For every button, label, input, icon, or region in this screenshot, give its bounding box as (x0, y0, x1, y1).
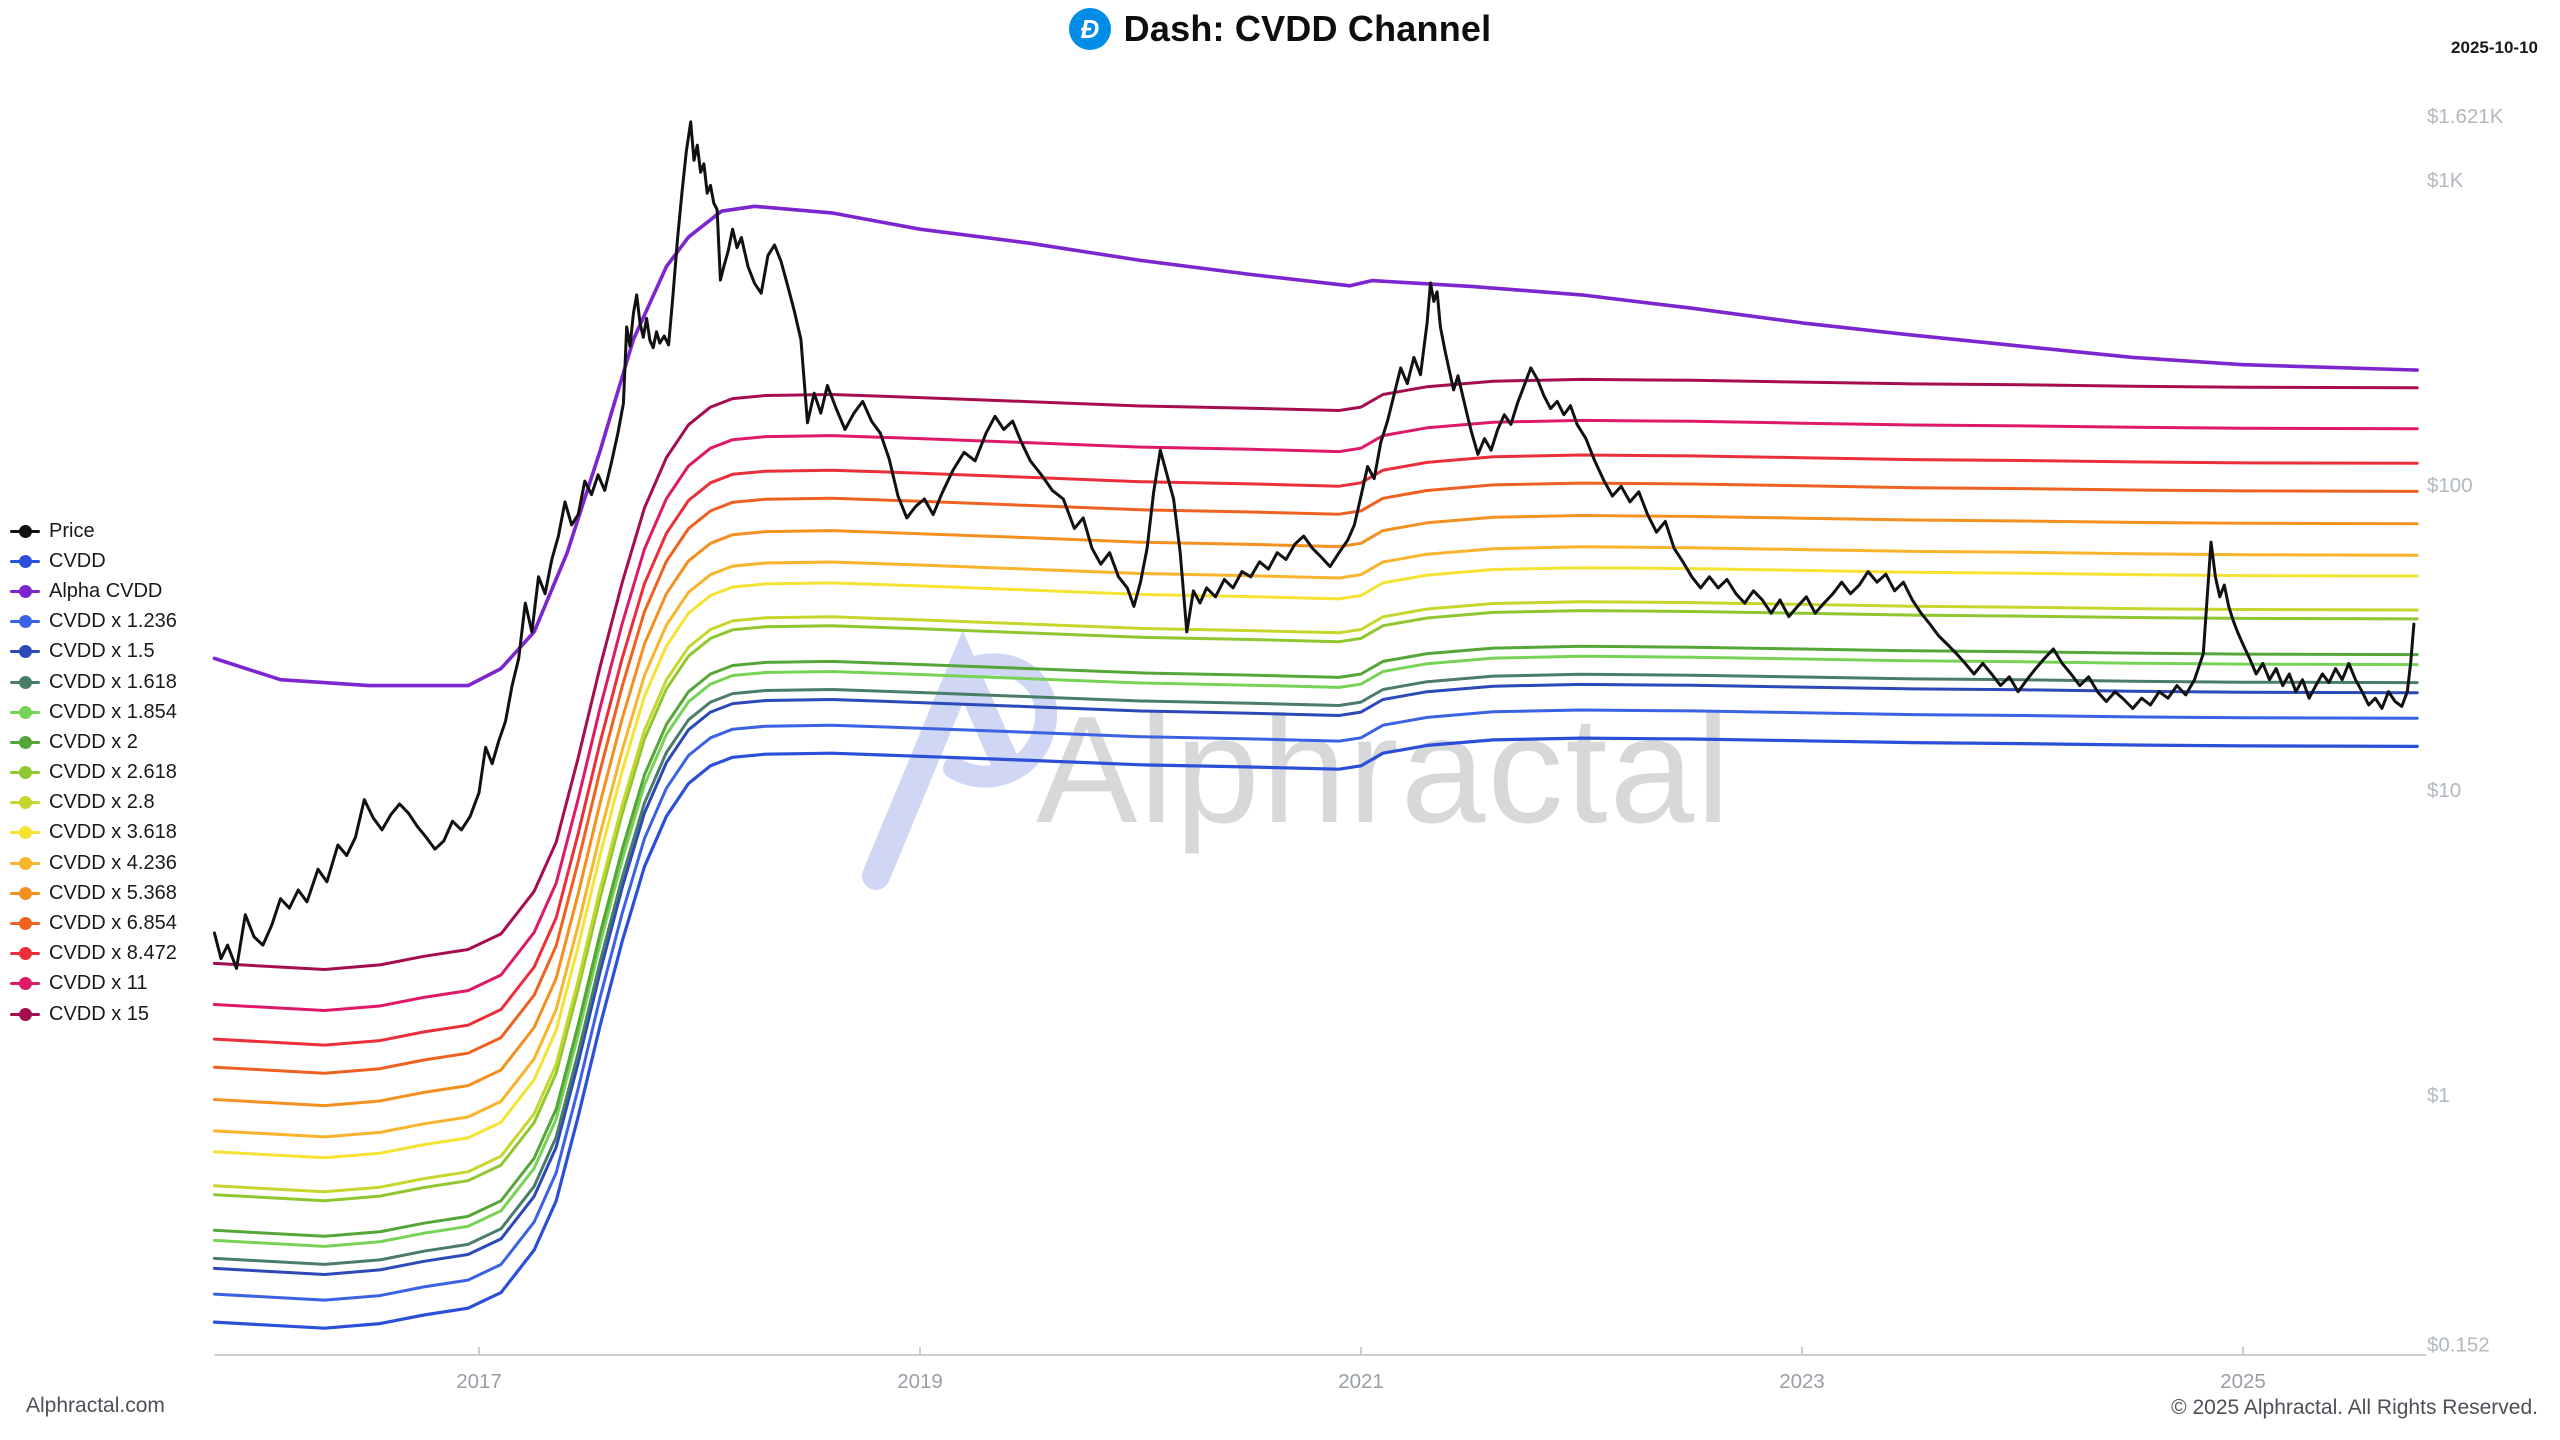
series-cvdd-x-8-472-line (212, 453, 2419, 1047)
x-axis-label: 2023 (1779, 1370, 1825, 1393)
y-axis-label: $1.621K (2427, 105, 2504, 128)
alphractal-logo-icon (943, 653, 1057, 788)
legend-label: CVDD x 15 (49, 1002, 150, 1025)
legend-marker-icon (10, 554, 40, 568)
legend-item-cvdd-x-1-854[interactable]: CVDD x 1.854 (10, 697, 177, 727)
legend-marker-icon (10, 766, 40, 780)
legend-marker-icon (10, 735, 40, 749)
series-cvdd-x-6-854-line (212, 481, 2419, 1075)
legend-marker-icon (10, 1007, 40, 1021)
legend-marker-icon (10, 524, 40, 538)
x-axis-label: 2017 (456, 1370, 502, 1393)
y-axis-label: $1 (2427, 1084, 2450, 1107)
series-cvdd-x-11-line (212, 418, 2419, 1012)
y-axis-label: $10 (2427, 779, 2461, 802)
legend-marker-icon (10, 615, 40, 629)
legend-marker-icon (10, 705, 40, 719)
series-price-line (212, 120, 2416, 970)
legend-item-cvdd-x-5-368[interactable]: CVDD x 5.368 (10, 878, 177, 908)
legend-label: CVDD x 2.8 (49, 791, 155, 814)
legend-item-cvdd-x-2-618[interactable]: CVDD x 2.618 (10, 758, 177, 788)
legend-marker-icon (10, 645, 40, 659)
legend-item-cvdd-x-2-8[interactable]: CVDD x 2.8 (10, 788, 177, 818)
series-cvdd-x-2-8-line (212, 600, 2419, 1194)
series-cvdd-x-3-618-line (212, 566, 2419, 1160)
legend-item-alpha-cvdd[interactable]: Alpha CVDD (10, 576, 177, 606)
legend-marker-icon (10, 796, 40, 810)
legend-marker-icon (10, 947, 40, 961)
y-axis-label: $100 (2427, 474, 2473, 497)
legend-marker-icon (10, 977, 40, 991)
legend-item-cvdd-x-4-236[interactable]: CVDD x 4.236 (10, 848, 177, 878)
legend-item-cvdd[interactable]: CVDD (10, 546, 177, 576)
legend-label: Alpha CVDD (49, 579, 163, 602)
series-cvdd-x-1-236-line (212, 708, 2419, 1302)
legend-marker-icon (10, 856, 40, 870)
series-cvdd-x-4-236-line (212, 545, 2419, 1139)
series-cvdd-x-1-618-line (212, 672, 2419, 1266)
legend-label: Price (49, 519, 95, 542)
legend-item-cvdd-x-1-618[interactable]: CVDD x 1.618 (10, 667, 177, 697)
series-cvdd-x-2-line (212, 644, 2419, 1238)
legend-item-price[interactable]: Price (10, 516, 177, 546)
dash-logo-icon: Ð (1068, 8, 1111, 50)
legend-item-cvdd-x-1-5[interactable]: CVDD x 1.5 (10, 637, 177, 667)
legend-item-cvdd-x-11[interactable]: CVDD x 11 (10, 969, 177, 999)
legend-item-cvdd-x-3-618[interactable]: CVDD x 3.618 (10, 818, 177, 848)
legend-label: CVDD x 11 (49, 972, 148, 995)
legend: Price CVDD Alpha CVDD CVDD x 1.236 CVDD x 1.… (10, 516, 177, 1029)
axis-layer: 2017 2019 2021 2023 2025 $1.621K $1K $100 $10 $1 $… (214, 105, 2504, 1393)
legend-label: CVDD x 6.854 (49, 912, 177, 935)
legend-label: CVDD x 8.472 (49, 942, 177, 965)
legend-item-cvdd-x-8-472[interactable]: CVDD x 8.472 (10, 939, 177, 969)
series-cvdd-line (212, 736, 2419, 1330)
legend-label: CVDD x 2.618 (49, 761, 177, 784)
legend-label: CVDD x 2 (49, 730, 138, 753)
legend-marker-icon (10, 675, 40, 689)
legend-label: CVDD x 3.618 (49, 821, 177, 844)
legend-label: CVDD x 1.5 (49, 640, 155, 663)
site-link[interactable]: Alphractal.com (26, 1394, 165, 1417)
legend-label: CVDD x 1.236 (49, 610, 177, 633)
series-cvdd-x-15-line (212, 377, 2419, 971)
y-axis-label: $1K (2427, 169, 2464, 192)
legend-item-cvdd-x-1-236[interactable]: CVDD x 1.236 (10, 607, 177, 637)
series-cvdd-x-1-5-line (212, 682, 2419, 1276)
legend-label: CVDD x 4.236 (49, 851, 177, 874)
copyright-text: © 2025 Alphractal. All Rights Reserved. (2171, 1396, 2538, 1419)
x-axis-label: 2021 (1338, 1370, 1384, 1393)
series-layer (212, 120, 2419, 1330)
watermark-text: Alphractal (1036, 685, 1732, 855)
svg-text:Ð: Ð (1080, 14, 1099, 44)
series-cvdd-x-2-618-line (212, 609, 2419, 1203)
x-axis-label: 2019 (897, 1370, 943, 1393)
legend-marker-icon (10, 826, 40, 840)
y-axis-label: $0.152 (2427, 1334, 2490, 1357)
legend-marker-icon (10, 584, 40, 598)
legend-label: CVDD (49, 549, 106, 572)
x-axis-label: 2025 (2220, 1370, 2266, 1393)
page-title: Dash: CVDD Channel (1123, 8, 1492, 49)
legend-marker-icon (10, 917, 40, 931)
legend-label: CVDD x 1.854 (49, 700, 177, 723)
legend-item-cvdd-x-6-854[interactable]: CVDD x 6.854 (10, 908, 177, 938)
legend-label: CVDD x 1.618 (49, 670, 177, 693)
series-cvdd-x-1-854-line (212, 654, 2419, 1248)
chart-date: 2025-10-10 (2451, 38, 2538, 57)
legend-item-cvdd-x-2[interactable]: CVDD x 2 (10, 727, 177, 757)
legend-label: CVDD x 5.368 (49, 881, 177, 904)
series-alpha-cvdd-line (212, 204, 2419, 688)
series-cvdd-x-5-368-line (212, 514, 2419, 1108)
legend-marker-icon (10, 886, 40, 900)
legend-item-cvdd-x-15[interactable]: CVDD x 15 (10, 999, 177, 1029)
header: Ð Dash: CVDD Channel (0, 8, 2560, 50)
